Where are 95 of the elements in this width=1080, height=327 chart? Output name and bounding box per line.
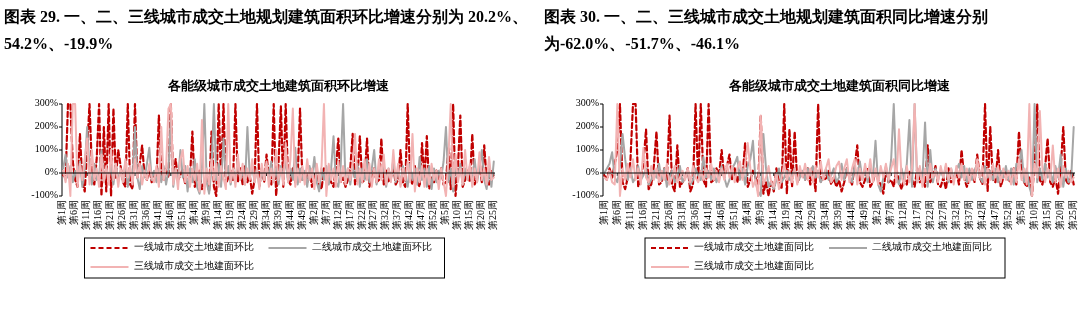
x-tick-label: 第49周 bbox=[858, 200, 870, 230]
x-tick-label: 第21周 bbox=[649, 200, 661, 230]
x-tick-label: 第42周 bbox=[403, 200, 415, 230]
y-tick-label: 0% bbox=[44, 166, 58, 178]
x-tick-label: 第4周 bbox=[741, 200, 753, 225]
x-tick-label: 第46周 bbox=[164, 200, 176, 230]
x-tick-label: 第37周 bbox=[962, 200, 974, 230]
x-tick-label: 第41周 bbox=[152, 200, 164, 230]
x-tick-label: 第49周 bbox=[295, 200, 307, 230]
chart-title: 图表 29. 一、二、三线城市成交土地规划建筑面积环比增速分别为 20.2%、54.2%、-19.9% bbox=[4, 7, 529, 54]
x-tick-label: 第20周 bbox=[1053, 200, 1065, 230]
legend-label: 二线城市成交土地建面环比 bbox=[311, 241, 432, 253]
x-tick-label: 第27周 bbox=[936, 200, 948, 230]
x-tick-label: 第16周 bbox=[636, 200, 648, 230]
x-tick-label: 第44周 bbox=[283, 200, 295, 230]
x-tick-label: 第32周 bbox=[949, 200, 961, 230]
x-tick-label: 第11周 bbox=[623, 200, 635, 230]
x-tick-label: 第17周 bbox=[910, 200, 922, 230]
y-tick-label: 100% bbox=[34, 143, 58, 155]
x-tick-label: 第21周 bbox=[104, 200, 116, 230]
y-tick-label: 300% bbox=[575, 97, 599, 109]
y-tick-label: 200% bbox=[34, 120, 58, 132]
x-tick-label: 第7周 bbox=[884, 200, 896, 225]
x-tick-label: 第5周 bbox=[439, 200, 451, 225]
x-tick-label: 第37周 bbox=[391, 200, 403, 230]
x-tick-label: 第5周 bbox=[1014, 200, 1026, 225]
x-tick-label: 第34周 bbox=[259, 200, 271, 230]
x-tick-label: 第24周 bbox=[793, 200, 805, 230]
x-tick-label: 第42周 bbox=[975, 200, 987, 230]
y-tick-label: -100% bbox=[31, 189, 58, 201]
x-tick-label: 第17周 bbox=[343, 200, 355, 230]
x-tick-label: 第29周 bbox=[806, 200, 818, 230]
x-tick-label: 第22周 bbox=[355, 200, 367, 230]
x-tick-label: 第51周 bbox=[727, 200, 739, 230]
x-tick-label: 第1周 bbox=[597, 200, 609, 225]
x-tick-label: 第31周 bbox=[128, 200, 140, 230]
x-tick-label: 第27周 bbox=[367, 200, 379, 230]
x-tick-label: 第46周 bbox=[714, 200, 726, 230]
x-tick-label: 第39周 bbox=[271, 200, 283, 230]
x-tick-label: 第29周 bbox=[247, 200, 259, 230]
x-tick-label: 第15周 bbox=[1040, 200, 1052, 230]
x-tick-label: 第15周 bbox=[463, 200, 475, 230]
legend-label: 一线城市成交土地建面同比 bbox=[694, 241, 814, 253]
x-tick-label: 第12周 bbox=[897, 200, 909, 230]
chart-subtitle: 各能级城市成交土地建筑面积同比增速 bbox=[727, 78, 951, 93]
x-tick-label: 第26周 bbox=[662, 200, 674, 230]
legend-label: 一线城市成交土地建面环比 bbox=[133, 241, 254, 253]
x-tick-label: 第25周 bbox=[1066, 200, 1078, 230]
line-series bbox=[603, 102, 1075, 198]
x-tick-label: 第2周 bbox=[307, 200, 319, 225]
x-tick-label: 第2周 bbox=[871, 200, 883, 225]
x-tick-label: 第47周 bbox=[415, 200, 427, 230]
x-tick-label: 第22周 bbox=[923, 200, 935, 230]
x-tick-label: 第34周 bbox=[819, 200, 831, 230]
x-tick-label: 第36周 bbox=[688, 200, 700, 230]
y-tick-label: 200% bbox=[575, 120, 599, 132]
x-tick-label: 第14周 bbox=[767, 200, 779, 230]
x-tick-label: 第51周 bbox=[176, 200, 188, 230]
x-tick-label: 第1周 bbox=[56, 200, 68, 225]
x-tick-label: 第20周 bbox=[475, 200, 487, 230]
x-tick-label: 第41周 bbox=[701, 200, 713, 230]
legend-label: 二线城市成交土地建面同比 bbox=[872, 241, 992, 253]
x-tick-label: 第25周 bbox=[487, 200, 499, 230]
x-tick-label: 第52周 bbox=[1001, 200, 1013, 230]
x-tick-label: 第36周 bbox=[140, 200, 152, 230]
x-tick-label: 第52周 bbox=[427, 200, 439, 230]
y-tick-label: 0% bbox=[585, 166, 599, 178]
y-tick-label: 300% bbox=[34, 97, 58, 109]
legend-label: 三线城市成交土地建面同比 bbox=[694, 260, 814, 272]
x-tick-label: 第24周 bbox=[235, 200, 247, 230]
x-tick-label: 第4周 bbox=[188, 200, 200, 225]
x-tick-label: 第16周 bbox=[92, 200, 104, 230]
x-tick-label: 第14周 bbox=[211, 200, 223, 230]
x-tick-label: 第9周 bbox=[754, 200, 766, 225]
chart-subtitle: 各能级城市成交土地建筑面积环比增速 bbox=[167, 78, 390, 93]
x-tick-label: 第19周 bbox=[223, 200, 235, 230]
x-tick-label: 第6周 bbox=[68, 200, 80, 225]
x-tick-label: 第7周 bbox=[319, 200, 331, 225]
chart-title: 图表 30. 一、二、三线城市成交土地规划建筑面积同比增速分别为-62.0%、-51.7%、-46.1% bbox=[544, 7, 989, 54]
x-tick-label: 第44周 bbox=[845, 200, 857, 230]
x-tick-label: 第47周 bbox=[988, 200, 1000, 230]
x-tick-label: 第26周 bbox=[116, 200, 128, 230]
x-tick-label: 第10周 bbox=[1027, 200, 1039, 230]
x-tick-label: 第10周 bbox=[451, 200, 463, 230]
x-tick-label: 第39周 bbox=[832, 200, 844, 230]
x-tick-label: 第9周 bbox=[200, 200, 212, 225]
y-tick-label: -100% bbox=[572, 189, 599, 201]
x-tick-label: 第11周 bbox=[80, 200, 92, 230]
x-tick-label: 第32周 bbox=[379, 200, 391, 230]
x-tick-label: 第6周 bbox=[610, 200, 622, 225]
legend-label: 三线城市成交土地建面环比 bbox=[133, 260, 254, 272]
x-tick-label: 第19周 bbox=[780, 200, 792, 230]
y-tick-label: 100% bbox=[575, 143, 599, 155]
x-tick-label: 第12周 bbox=[331, 200, 343, 230]
x-tick-label: 第31周 bbox=[675, 200, 687, 230]
